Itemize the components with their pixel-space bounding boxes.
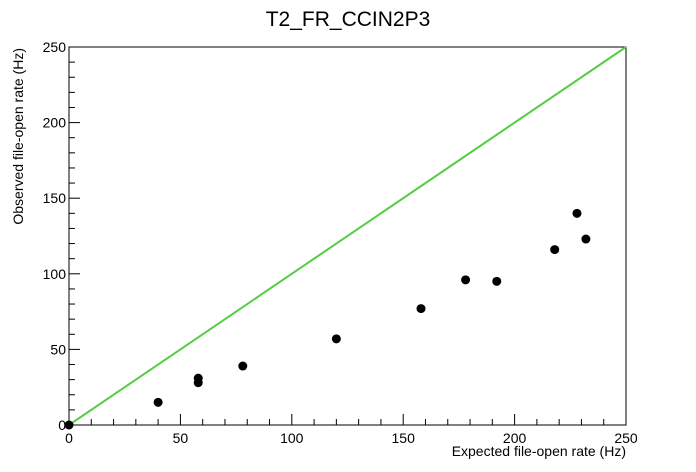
data-point [416,304,426,314]
plot-frame [68,46,627,426]
x-tick-label: 200 [503,430,527,446]
data-point [238,361,248,371]
data-points [64,208,591,430]
x-tick-label: 0 [65,430,73,446]
chart-title: T2_FR_CCIN2P3 [266,8,431,31]
y-tick-label: 250 [43,39,67,55]
data-point [461,275,471,285]
data-point [572,208,582,218]
data-point [331,334,341,344]
data-point [581,234,591,244]
data-point [193,373,203,383]
x-tick-label: 50 [173,430,189,446]
data-point [64,420,74,430]
x-axis-label: Expected file-open rate (Hz) [452,443,626,459]
y-tick-label: 50 [50,341,66,357]
y-tick-label: 0 [58,417,66,433]
data-point [153,397,163,407]
x-tick-label: 150 [392,430,416,446]
data-point [492,276,502,286]
x-axis: 0 50 100 150 200 250 [65,414,638,446]
data-point [550,245,560,255]
y-tick-label: 200 [43,115,67,131]
x-tick-label: 100 [280,430,304,446]
y-tick-label: 150 [43,190,67,206]
y-tick-label: 100 [43,266,67,282]
y-axis-label: Observed file-open rate (Hz) [10,48,26,225]
y-axis: 0 50 100 150 200 250 [43,39,80,433]
x-tick-label: 250 [614,430,638,446]
reference-line-y-equals-x [68,46,627,426]
